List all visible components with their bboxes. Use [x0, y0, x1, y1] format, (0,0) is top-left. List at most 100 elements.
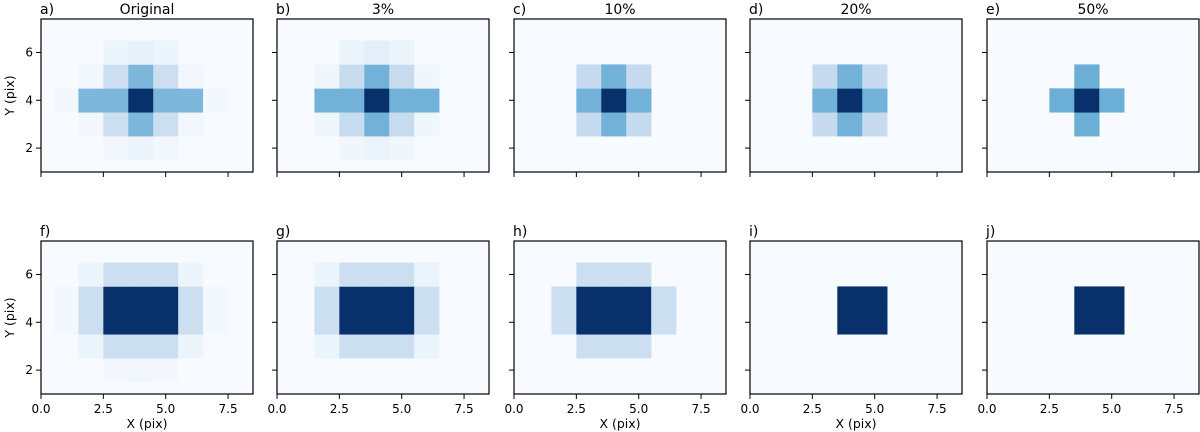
panel-a-cell-4-2	[128, 136, 154, 161]
panel-d-cell-4-5	[837, 64, 863, 89]
y-tick-label: 4	[25, 93, 33, 107]
panel-b-cell-5-2	[389, 136, 415, 161]
panel-h-cell-6-5	[651, 286, 677, 311]
panel-d-cell-3-3	[812, 112, 838, 137]
x-tick-label: 2.5	[1040, 402, 1059, 416]
panel-j-letter: j)	[985, 224, 995, 240]
panel-f-cell-2-3	[78, 334, 104, 359]
panel-f-cell-3-3	[103, 334, 129, 359]
panel-h-cell-3-3	[576, 334, 602, 359]
panel-h-cell-4-4	[601, 310, 627, 335]
panel-d-cell-5-5	[862, 64, 888, 89]
panel-f-cell-6-6	[178, 262, 204, 287]
x-tick-label: 7.5	[928, 402, 947, 416]
panel-g-frame	[276, 240, 490, 395]
panel-c-cells	[514, 19, 726, 172]
panel-b-cell-4-5	[364, 64, 390, 89]
panel-i-cell-4-4	[837, 310, 863, 335]
panel-g-cell-5-4	[389, 310, 415, 335]
panel-j-cells	[987, 241, 1199, 394]
panel-b-letter: b)	[276, 2, 290, 18]
panel-b-cell-5-4	[389, 88, 415, 113]
x-tick-label: 7.5	[219, 402, 238, 416]
panel-b-cell-5-3	[389, 112, 415, 137]
x-tick-label: 0.0	[267, 402, 286, 416]
panel-g-cell-2-6	[314, 262, 340, 287]
panel-f-cell-7-5	[203, 286, 229, 311]
panel-h-cell-5-4	[626, 310, 652, 335]
panel-c-cell-4-3	[601, 112, 627, 137]
panel-g-cell-4-3	[364, 334, 390, 359]
panel-b-cell-4-3	[364, 112, 390, 137]
panel-h-cell-4-5	[601, 286, 627, 311]
panel-a-cell-2-4	[78, 88, 104, 113]
panel-d-cell-3-5	[812, 64, 838, 89]
panel-g-cell-4-6	[364, 262, 390, 287]
panel-b-cell-5-5	[389, 64, 415, 89]
panel-c-title: 10%	[604, 2, 635, 18]
panel-g-cell-3-4	[339, 310, 365, 335]
panel-a-cell-4-5	[128, 64, 154, 89]
panel-g-cell-3-3	[339, 334, 365, 359]
panel-f-cell-4-6	[128, 262, 154, 287]
y-tick-label: 4	[25, 315, 33, 329]
panel-g-cell-2-5	[314, 286, 340, 311]
panel-e-cell-5-4	[1099, 88, 1125, 113]
panel-f-cell-3-6	[103, 262, 129, 287]
panel-g-cell-6-6	[414, 262, 440, 287]
panel-f-cell-5-3	[153, 334, 179, 359]
y-tick-label: 6	[25, 267, 33, 281]
panel-a-cell-2-3	[78, 112, 104, 137]
panel-f-letter: f)	[40, 224, 50, 240]
x-tick-label: 7.5	[692, 402, 711, 416]
panel-d-cells	[750, 19, 962, 172]
x-tick-label: 2.5	[94, 402, 113, 416]
panel-f-cell-6-4	[178, 310, 204, 335]
x-tick-label: 5.0	[156, 402, 175, 416]
panel-f-cell-4-5	[128, 286, 154, 311]
panel-b-cell-6-4	[414, 88, 440, 113]
panel-b-frame	[276, 18, 490, 173]
panel-d-cell-5-4	[862, 88, 888, 113]
panel-f-cell-5-2	[153, 358, 179, 383]
x-axis-label: X (pix)	[835, 416, 876, 431]
panel-h-cell-5-6	[626, 262, 652, 287]
panel-b-cell-2-3	[314, 112, 340, 137]
panel-h-cell-5-5	[626, 286, 652, 311]
panel-c-cell-5-5	[626, 64, 652, 89]
panel-e-cell-3-4	[1049, 88, 1075, 113]
panel-b-cell-4-6	[364, 40, 390, 65]
x-tick-label: 0.0	[977, 402, 996, 416]
panel-d-cell-4-4	[837, 88, 863, 113]
panel-f-cell-3-4	[103, 310, 129, 335]
panel-f-cell-2-6	[78, 262, 104, 287]
panel-g-letter: g)	[276, 224, 290, 240]
panel-f-cell-5-4	[153, 310, 179, 335]
panel-i-cell-5-4	[862, 310, 888, 335]
panel-a-cell-3-5	[103, 64, 129, 89]
panel-c-cell-5-3	[626, 112, 652, 137]
panel-h-cell-4-6	[601, 262, 627, 287]
panel-b-cell-3-4	[339, 88, 365, 113]
panel-e-cell-4-4	[1074, 88, 1100, 113]
panel-h-cell-3-4	[576, 310, 602, 335]
panel-g-cell-5-6	[389, 262, 415, 287]
panel-g-cell-3-6	[339, 262, 365, 287]
panel-g-cell-3-5	[339, 286, 365, 311]
panel-g-cell-4-4	[364, 310, 390, 335]
panel-g-cells	[277, 241, 489, 394]
panel-b-cell-4-4	[364, 88, 390, 113]
panel-a-frame	[40, 18, 254, 173]
panel-c-cell-4-4	[601, 88, 627, 113]
x-tick-label: 2.5	[330, 402, 349, 416]
panel-b-cells	[277, 19, 489, 172]
panel-b-cell-4-2	[364, 136, 390, 161]
panel-h-cell-6-4	[651, 310, 677, 335]
panel-c-cell-3-5	[576, 64, 602, 89]
panel-i-frame	[749, 240, 963, 395]
panel-f-cell-4-2	[128, 358, 154, 383]
panel-d-letter: d)	[749, 2, 763, 18]
x-tick-label: 7.5	[1165, 402, 1184, 416]
x-tick-label: 0.0	[504, 402, 523, 416]
